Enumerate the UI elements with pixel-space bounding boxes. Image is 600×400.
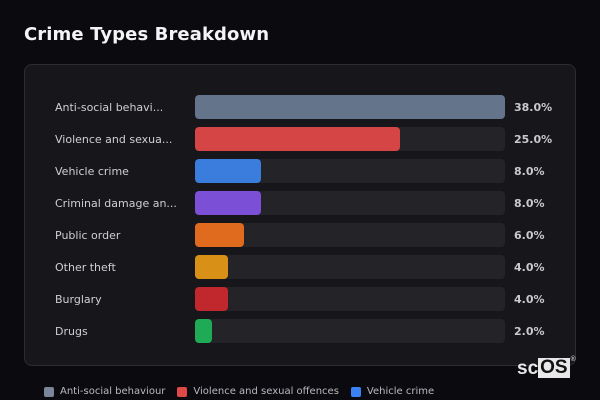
legend-label: Violence and sexual offences bbox=[193, 386, 339, 397]
legend-swatch-icon bbox=[44, 386, 54, 397]
bar-fill[interactable] bbox=[195, 127, 400, 151]
legend-item[interactable]: Violence and sexual offences bbox=[177, 386, 339, 397]
bar-track bbox=[195, 159, 505, 183]
bar-fill[interactable] bbox=[195, 95, 505, 119]
bar-value: 2.0% bbox=[514, 324, 545, 338]
bar-track bbox=[195, 95, 505, 119]
bar-track bbox=[195, 127, 505, 151]
bar-value: 4.0% bbox=[514, 260, 545, 274]
bar-label: Violence and sexua... bbox=[55, 132, 173, 146]
bar-track bbox=[195, 287, 505, 311]
bar-value: 4.0% bbox=[514, 292, 545, 306]
bar-label: Other theft bbox=[55, 260, 116, 274]
bar-fill[interactable] bbox=[195, 223, 244, 247]
bar-fill[interactable] bbox=[195, 159, 262, 183]
legend-swatch-icon bbox=[177, 386, 188, 397]
bar-label: Vehicle crime bbox=[55, 164, 129, 178]
bar-label: Public order bbox=[55, 228, 121, 242]
bar-track bbox=[195, 191, 505, 215]
bar-track bbox=[195, 223, 505, 247]
bar-track bbox=[195, 255, 505, 279]
bar-value: 25.0% bbox=[514, 132, 553, 146]
bar-fill[interactable] bbox=[195, 191, 262, 215]
bar-value: 8.0% bbox=[514, 164, 545, 178]
bar-row: Other theft 4.0% bbox=[25, 255, 575, 279]
registered-mark-icon: ® bbox=[570, 356, 576, 363]
bar-row: Anti-social behavi... 38.0% bbox=[25, 95, 575, 119]
bar-track bbox=[195, 319, 505, 343]
logo-boxed: OS bbox=[538, 357, 570, 378]
scos-logo: sc OS ® bbox=[517, 356, 576, 380]
legend-swatch-icon bbox=[350, 386, 361, 397]
bar-fill[interactable] bbox=[195, 255, 228, 279]
bar-label: Drugs bbox=[55, 324, 88, 338]
chart-title: Crime Types Breakdown bbox=[24, 24, 270, 45]
bar-fill[interactable] bbox=[195, 319, 212, 343]
bar-row: Burglary 4.0% bbox=[25, 287, 575, 311]
bar-label: Burglary bbox=[55, 292, 102, 306]
bar-row: Vehicle crime 8.0% bbox=[25, 159, 575, 183]
bar-row: Public order 6.0% bbox=[25, 223, 575, 247]
bar-label: Anti-social behavi... bbox=[55, 100, 164, 114]
legend-item[interactable]: Vehicle crime bbox=[350, 386, 435, 397]
bar-fill[interactable] bbox=[195, 287, 228, 311]
bar-value: 38.0% bbox=[514, 100, 553, 114]
bar-row: Criminal damage an... 8.0% bbox=[25, 191, 575, 215]
bar-row: Drugs 2.0% bbox=[25, 319, 575, 343]
bar-label: Criminal damage an... bbox=[55, 196, 177, 210]
bar-value: 6.0% bbox=[514, 228, 545, 242]
legend-item[interactable]: Anti-social behaviour bbox=[44, 386, 165, 397]
legend-label: Anti-social behaviour bbox=[60, 386, 166, 397]
legend: Anti-social behaviour Violence and sexual… bbox=[44, 386, 434, 397]
bar-value: 8.0% bbox=[514, 196, 545, 210]
chart-card: Anti-social behavi... 38.0% Violence and s… bbox=[24, 64, 576, 366]
logo-prefix: sc bbox=[517, 358, 539, 379]
legend-label: Vehicle crime bbox=[366, 386, 435, 397]
bar-row: Violence and sexua... 25.0% bbox=[25, 127, 575, 151]
